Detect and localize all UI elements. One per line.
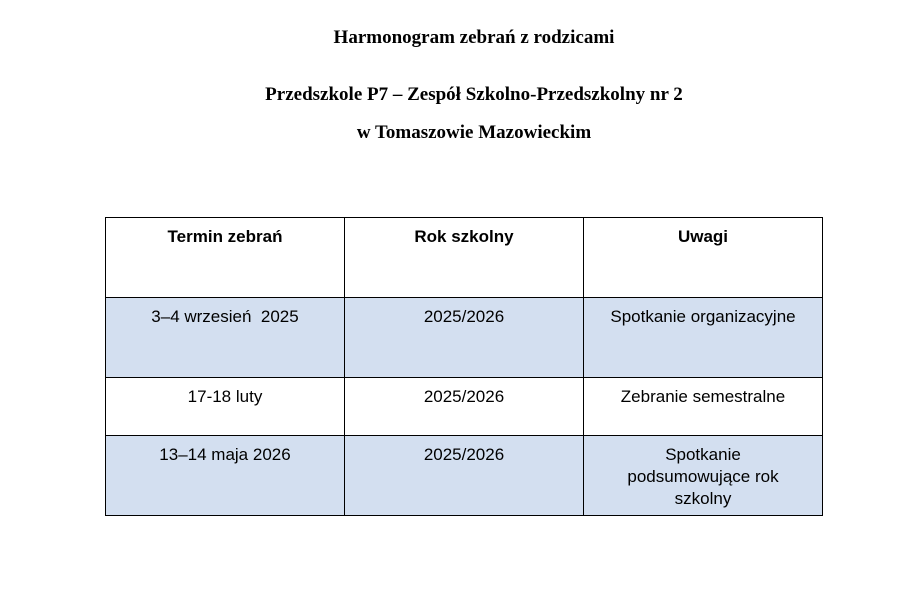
table-cell: 3–4 wrzesień 2025: [105, 297, 345, 378]
table-cell: 2025/2026: [344, 377, 584, 436]
table-cell: Zebranie semestralne: [583, 377, 823, 436]
document-subtitle-line1: Przedszkole P7 – Zespół Szkolno-Przedszk…: [265, 84, 683, 105]
header-cell: Rok szkolny: [344, 217, 584, 298]
table-cell: Spotkanie organizacyjne: [583, 297, 823, 378]
table-cell: 13–14 maja 2026: [105, 435, 345, 516]
header-cell: Uwagi: [583, 217, 823, 298]
table-header-row: Termin zebrań Rok szkolny Uwagi: [105, 217, 823, 298]
table-row: 13–14 maja 2026 2025/2026 Spotkanie pods…: [105, 435, 823, 516]
table-row: 17-18 luty 2025/2026 Zebranie semestraln…: [105, 377, 823, 436]
header-cell: Termin zebrań: [105, 217, 345, 298]
table-cell: 2025/2026: [344, 297, 584, 378]
table-cell: 2025/2026: [344, 435, 584, 516]
document-title: Harmonogram zebrań z rodzicami: [333, 27, 615, 48]
table-cell: Spotkanie podsumowujące rok szkolny: [583, 435, 823, 516]
document-subtitle-line2: w Tomaszowie Mazowieckim: [356, 122, 592, 143]
table-row: 3–4 wrzesień 2025 2025/2026 Spotkanie or…: [105, 297, 823, 378]
schedule-table: Termin zebrań Rok szkolny Uwagi 3–4 wrze…: [105, 217, 823, 516]
table-cell: 17-18 luty: [105, 377, 345, 436]
